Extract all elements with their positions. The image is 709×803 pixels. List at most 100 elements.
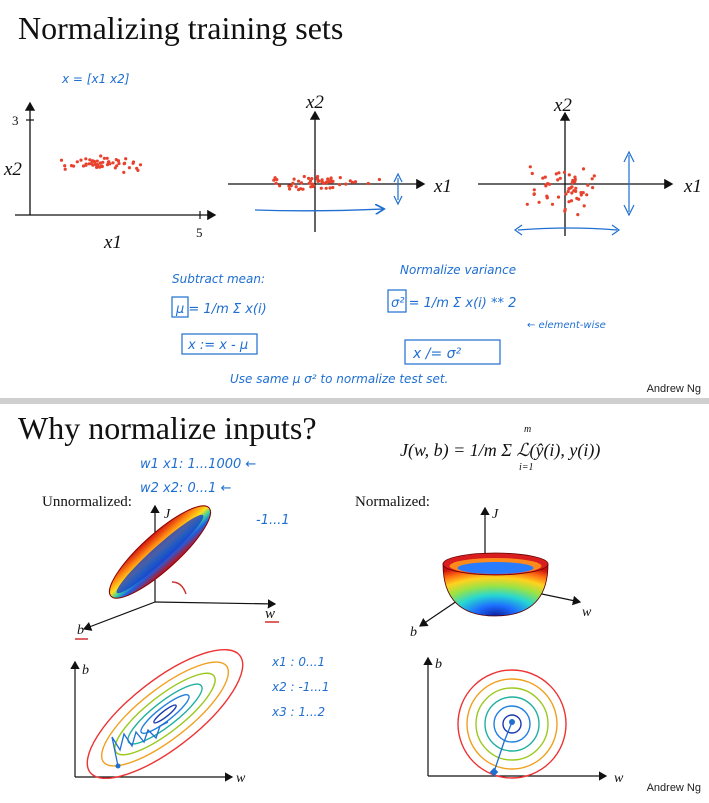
data-point xyxy=(581,167,586,171)
data-point xyxy=(310,177,314,181)
data-point xyxy=(556,195,561,199)
data-point xyxy=(100,164,104,168)
data-point xyxy=(592,174,596,178)
data-point xyxy=(138,163,143,167)
data-point xyxy=(98,161,102,165)
data-point xyxy=(325,180,329,184)
axis-label-x2: x2 xyxy=(3,159,22,180)
scatter-zero-mean xyxy=(272,174,381,192)
note-line-2: w2 x2: 0...1 ← xyxy=(140,481,232,496)
data-point xyxy=(105,163,110,167)
tick-3: 3 xyxy=(12,113,19,128)
data-point xyxy=(327,180,331,184)
data-point xyxy=(308,179,313,183)
data-point xyxy=(102,156,106,160)
author-credit: Andrew Ng xyxy=(646,383,701,395)
data-point xyxy=(278,184,282,188)
data-point xyxy=(63,164,67,168)
data-point xyxy=(579,193,583,197)
slide-title: Normalizing training sets xyxy=(18,10,344,46)
tick-5: 5 xyxy=(196,225,203,240)
data-point xyxy=(84,163,88,167)
data-point xyxy=(88,158,92,162)
data-point xyxy=(554,172,558,176)
data-point xyxy=(127,166,131,170)
data-point xyxy=(576,213,580,217)
data-point xyxy=(575,196,579,200)
data-point xyxy=(316,179,320,183)
axis-label-j: J xyxy=(492,507,499,522)
author-credit: Andrew Ng xyxy=(646,782,701,794)
data-point xyxy=(301,187,305,191)
plot-normalized: x2 x1 xyxy=(478,95,702,236)
data-point xyxy=(570,185,574,189)
data-point xyxy=(105,156,109,160)
data-point xyxy=(530,171,534,176)
data-point xyxy=(525,202,529,206)
axis-label-x2: x2 xyxy=(553,95,572,116)
note-normalize-variance: Normalize variance xyxy=(400,263,516,277)
cost-function: J(w, b) = 1/m Σ ℒ(ŷ(i), y(i)) m i=1 xyxy=(400,424,600,473)
data-point xyxy=(81,164,86,168)
data-point xyxy=(537,200,541,204)
note-line-3: -1...1 xyxy=(256,513,290,528)
note-feature-3: x3 : 1...2 xyxy=(271,705,325,719)
data-point xyxy=(563,209,567,213)
data-point xyxy=(95,159,99,163)
data-point xyxy=(556,178,560,182)
data-point xyxy=(579,191,583,195)
data-point xyxy=(570,181,574,185)
data-point xyxy=(299,187,303,191)
data-point xyxy=(287,184,291,188)
data-point xyxy=(122,170,126,174)
data-point xyxy=(275,178,279,182)
data-point xyxy=(353,180,358,184)
notes-feature-ranges: x1 : 0...1 x2 : -1...1 x3 : 1...2 xyxy=(271,655,329,719)
data-point xyxy=(274,181,278,185)
data-point xyxy=(312,183,316,187)
data-point xyxy=(331,185,335,190)
data-point xyxy=(93,162,97,166)
data-point xyxy=(63,167,67,171)
axis-label-x1: x1 xyxy=(433,176,452,197)
label-normalized: Normalized: xyxy=(355,494,430,510)
sum-lower: i=1 xyxy=(519,462,534,473)
data-point xyxy=(95,165,99,169)
data-point xyxy=(567,200,571,204)
scatter-normalized xyxy=(525,165,596,217)
axis-label-x1: x1 xyxy=(683,176,702,197)
data-point xyxy=(299,181,304,185)
data-point xyxy=(324,186,328,190)
data-point xyxy=(294,185,298,189)
data-point xyxy=(99,154,103,158)
axis-label-b: b xyxy=(82,663,89,678)
note-elementwise: ← element-wise xyxy=(527,320,606,331)
axis-label-j: J xyxy=(164,507,171,522)
data-point xyxy=(72,164,76,168)
data-point xyxy=(344,182,348,186)
data-point xyxy=(79,158,83,162)
data-point xyxy=(328,186,332,190)
data-point xyxy=(562,170,567,174)
data-point xyxy=(585,193,589,197)
data-point xyxy=(111,161,115,165)
data-point xyxy=(366,181,370,186)
slide-why-normalize-inputs: Why normalize inputs? xyxy=(0,404,709,803)
note-subtract-mean: Subtract mean: xyxy=(172,272,265,286)
data-point xyxy=(573,175,577,179)
data-point xyxy=(122,162,126,166)
data-point xyxy=(101,160,105,164)
data-point xyxy=(135,166,139,170)
data-point xyxy=(541,176,545,180)
sum-upper: m xyxy=(524,424,531,435)
data-point xyxy=(586,183,590,187)
data-point xyxy=(348,179,352,183)
data-point xyxy=(569,199,574,203)
data-point xyxy=(288,187,292,191)
data-point xyxy=(113,166,117,170)
data-point xyxy=(550,202,555,206)
contour-normalized: b w xyxy=(423,656,624,786)
mean-notes: Subtract mean: μ = 1/m Σ x(i) x := x - μ xyxy=(171,272,267,355)
data-point xyxy=(124,157,128,161)
cost-formula: J(w, b) = 1/m Σ ℒ(ŷ(i), y(i)) xyxy=(400,440,600,461)
